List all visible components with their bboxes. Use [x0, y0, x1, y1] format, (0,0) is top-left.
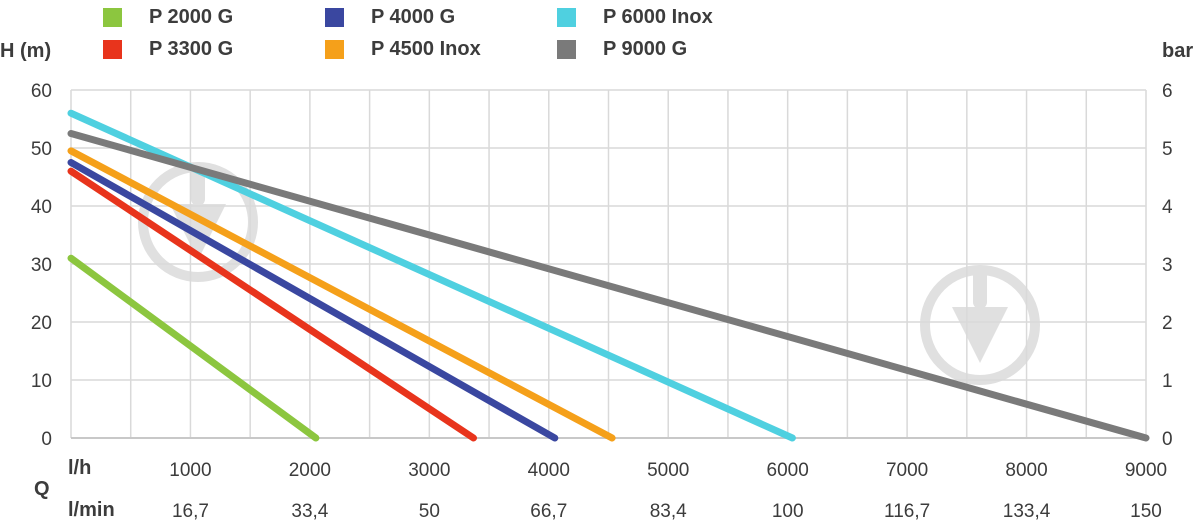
y-tick-label-right: 5 — [1162, 139, 1173, 160]
legend-label: P 9000 G — [603, 37, 688, 60]
x-tick-label-lh: 4000 — [528, 460, 570, 481]
y-tick-label-left: 40 — [31, 197, 52, 218]
y-tick-label-left: 30 — [31, 255, 52, 276]
series-line-p-4000-g — [67, 159, 559, 442]
x-tick-label-lmin: 66,7 — [530, 501, 567, 522]
legend-label: P 3300 G — [149, 37, 234, 60]
x-tick-label-lh: 1000 — [169, 460, 211, 481]
legend-swatch — [325, 39, 344, 59]
y-axis-left-ticks: 0 10 20 30 40 50 60 — [31, 81, 52, 450]
x-tick-label-lmin: 33,4 — [291, 501, 328, 522]
x-tick-label-lh: 8000 — [1005, 460, 1047, 481]
x-tick-label-lh: 2000 — [289, 460, 331, 481]
y-tick-label-left: 60 — [31, 81, 52, 102]
legend-label: P 4500 Inox — [371, 37, 481, 60]
chart-series — [67, 109, 1150, 442]
x-tick-label-lh: 6000 — [767, 460, 809, 481]
x-tick-label-lh: 7000 — [886, 460, 928, 481]
legend-swatch — [103, 7, 122, 27]
x-axis-title: Q — [34, 478, 50, 500]
legend-item-p3300g: P 3300 G — [103, 38, 233, 60]
y-axis-right-ticks: 0 1 2 3 4 5 6 — [1162, 81, 1173, 450]
y-axis-left-title: H (m) — [0, 40, 52, 62]
legend-item-p2000g: P 2000 G — [103, 6, 233, 28]
legend-label: P 2000 G — [149, 5, 234, 28]
series-line-p-9000-g — [67, 130, 1150, 442]
x-tick-label-lmin: 16,7 — [172, 501, 209, 522]
y-tick-label-left: 50 — [31, 139, 52, 160]
x-tick-label-lmin: 50 — [419, 501, 440, 522]
x-unit-secondary: l/min — [68, 499, 115, 521]
watermark-drop — [952, 307, 1008, 363]
x-tick-label-lmin: 83,4 — [650, 501, 687, 522]
y-axis-right-title: bar — [1162, 40, 1194, 62]
y-tick-label-right: 2 — [1162, 313, 1173, 334]
legend-item-p4500inox: P 4500 Inox — [325, 38, 481, 60]
x-unit-primary: l/h — [68, 457, 92, 479]
y-tick-label-right: 6 — [1162, 81, 1173, 102]
series-line-p-2000-g — [67, 254, 320, 442]
y-tick-label-right: 4 — [1162, 197, 1173, 218]
legend-swatch — [325, 7, 344, 27]
chart-grid — [70, 89, 1147, 439]
series-line-p-4500-inox — [67, 147, 616, 442]
series-line-p-3300-g — [67, 167, 477, 442]
legend-swatch — [557, 39, 576, 59]
legend-label: P 6000 Inox — [603, 5, 713, 28]
legend-swatch — [557, 7, 576, 27]
watermark-stem — [973, 265, 987, 309]
y-tick-label-left: 10 — [31, 371, 52, 392]
legend-item-p9000g: P 9000 G — [557, 38, 687, 60]
y-tick-label-right: 0 — [1162, 429, 1173, 450]
x-tick-label-lh: 9000 — [1125, 460, 1167, 481]
x-tick-label-lmin: 150 — [1130, 501, 1162, 522]
x-tick-label-lmin: 133,4 — [1003, 501, 1051, 522]
x-tick-label-lh: 3000 — [408, 460, 450, 481]
legend-label: P 4000 G — [371, 5, 456, 28]
y-tick-label-left: 20 — [31, 313, 52, 334]
x-tick-label-lh: 5000 — [647, 460, 689, 481]
y-tick-label-right: 1 — [1162, 371, 1173, 392]
legend-item-p4000g: P 4000 G — [325, 6, 455, 28]
y-tick-label-left: 0 — [41, 429, 52, 450]
legend-item-p6000inox: P 6000 Inox — [557, 6, 713, 28]
x-tick-label-lmin: 100 — [772, 501, 804, 522]
legend-swatch — [103, 39, 122, 59]
x-tick-label-lmin: 116,7 — [884, 501, 930, 522]
x-axis-ticks: 1000 16,7 2000 33,4 3000 50 4000 66,7 5000 83,4 60… — [169, 460, 1167, 522]
y-tick-label-right: 3 — [1162, 255, 1173, 276]
